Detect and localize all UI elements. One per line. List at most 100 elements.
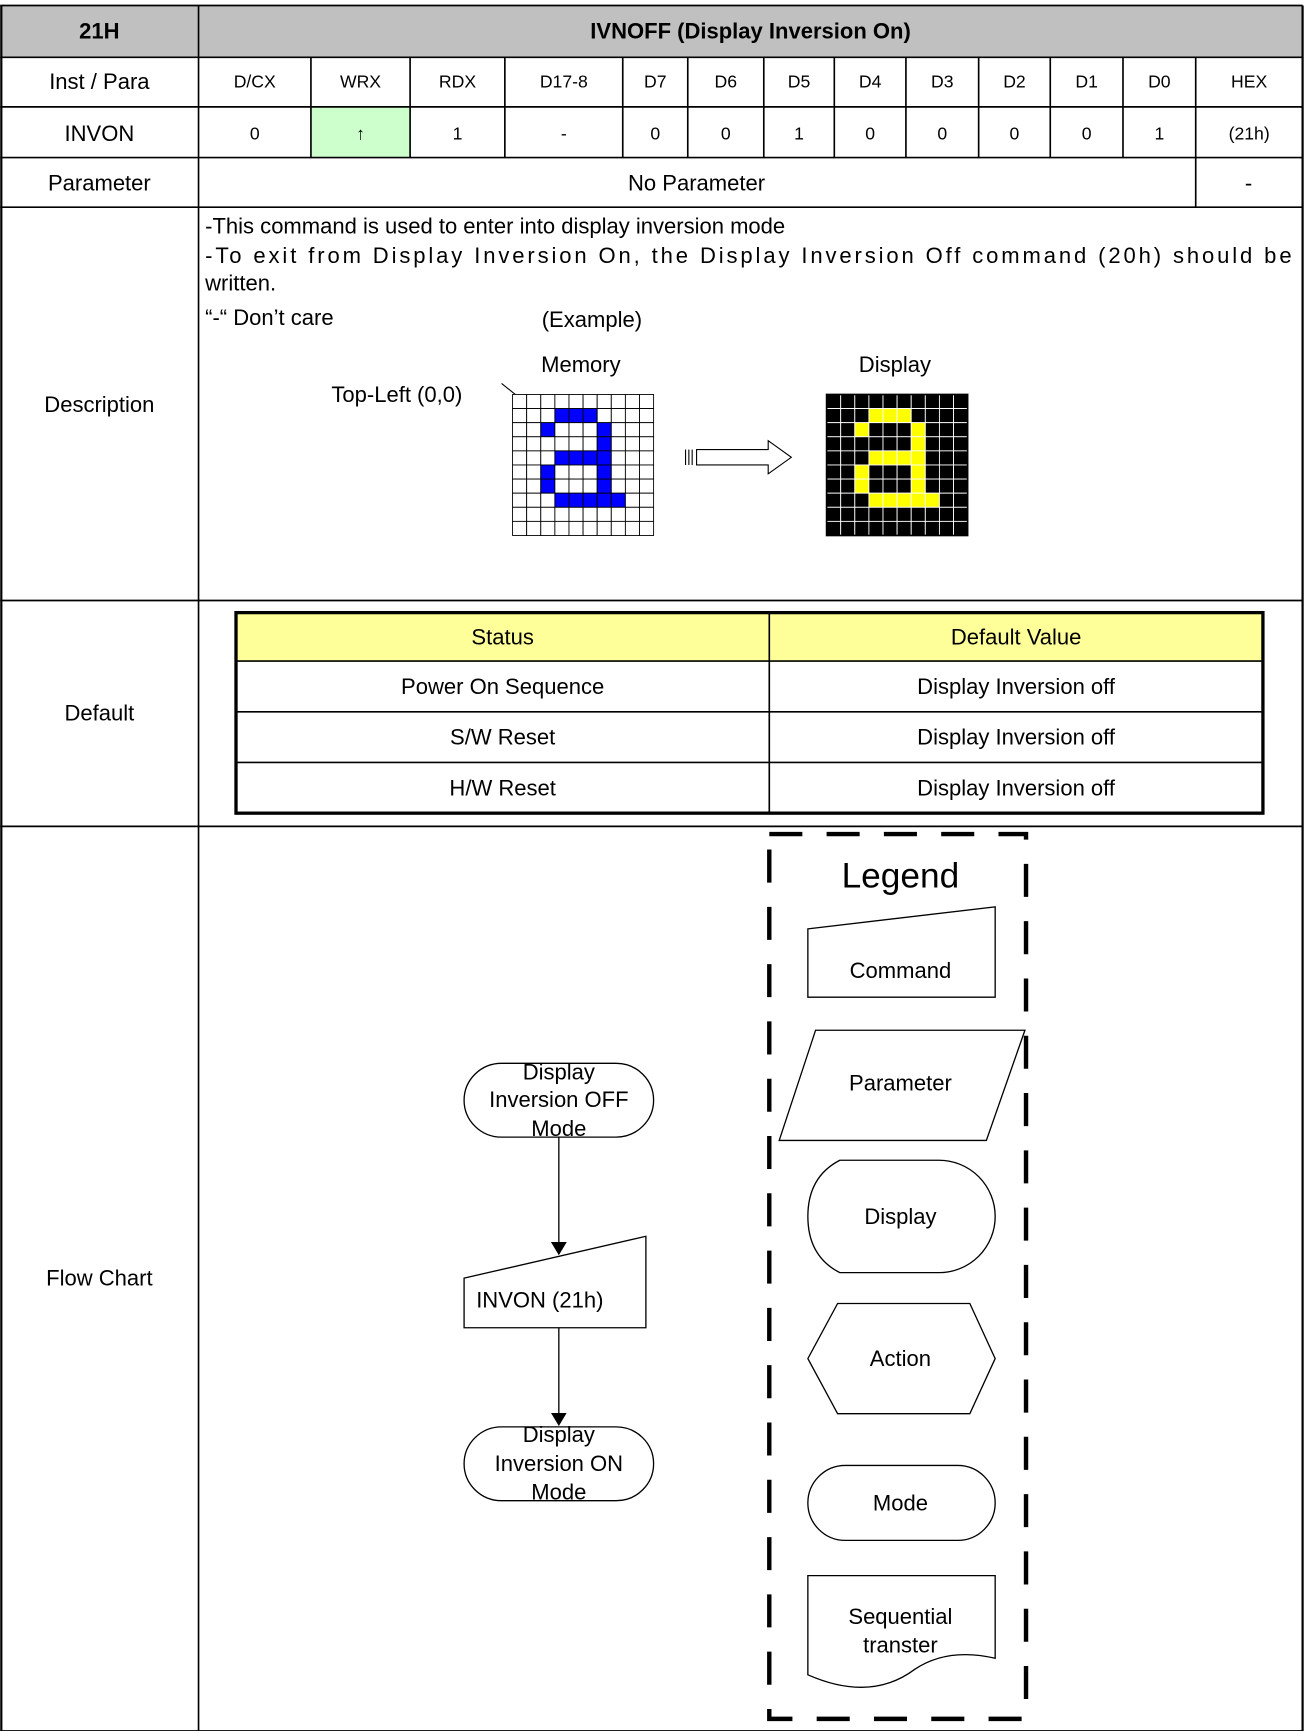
display-pixel — [882, 450, 898, 466]
display-pixel — [910, 520, 926, 536]
display-pixel — [938, 506, 954, 522]
display-pixel — [840, 492, 856, 508]
memory-pixel — [624, 394, 640, 410]
memory-pixel — [554, 492, 570, 508]
display-pixel — [953, 394, 969, 410]
parameter-hex: - — [1245, 170, 1252, 195]
command-cell: 1 — [1154, 123, 1164, 143]
display-pixel — [896, 450, 912, 466]
display-pixel — [882, 408, 898, 424]
display-pixel — [840, 450, 856, 466]
display-pixel — [910, 492, 926, 508]
display-pixel — [910, 394, 926, 410]
display-pixel — [896, 408, 912, 424]
display-pixel — [924, 506, 940, 522]
memory-pixel — [596, 506, 612, 522]
column-label: D/CX — [234, 72, 276, 92]
display-pixel — [826, 492, 842, 508]
display-pixel — [882, 520, 898, 536]
header-title: IVNOFF (Display Inversion On) — [590, 18, 911, 43]
memory-pixel — [624, 408, 640, 424]
description-line: written. — [204, 271, 276, 296]
display-pixel — [910, 436, 926, 452]
display-pixel — [840, 520, 856, 536]
memory-pixel — [526, 436, 542, 452]
display-pixel — [882, 492, 898, 508]
memory-pixel — [540, 408, 556, 424]
display-pixel — [826, 506, 842, 522]
display-pixel — [840, 506, 856, 522]
display-pixel — [868, 464, 884, 480]
display-pixel — [826, 464, 842, 480]
memory-pixel — [540, 464, 556, 480]
display-pixel — [854, 464, 870, 480]
display-pixel — [854, 394, 870, 410]
memory-pixel — [610, 408, 626, 424]
memory-pixel — [526, 422, 542, 438]
description-line: “-“ Don’t care — [205, 305, 333, 330]
legend-text: Command — [850, 958, 952, 983]
memory-pixel — [554, 450, 570, 466]
memory-pixel — [554, 506, 570, 522]
memory-pixel — [582, 422, 598, 438]
parameter-text: No Parameter — [628, 170, 765, 195]
memory-pixel — [512, 478, 528, 494]
memory-pixel — [610, 520, 626, 536]
display-pixel — [924, 520, 940, 536]
node-text: Inversion ON — [495, 1451, 623, 1476]
node-text: Mode — [531, 1116, 586, 1141]
memory-pixel — [540, 422, 556, 438]
display-pixel — [854, 422, 870, 438]
legend-command — [807, 906, 996, 998]
memory-pixel — [540, 478, 556, 494]
memory-pixel — [639, 492, 655, 508]
display-pixel — [896, 520, 912, 536]
memory-pixel — [596, 408, 612, 424]
memory-label: Memory — [541, 352, 621, 377]
display-pixel — [826, 394, 842, 410]
memory-pixel — [582, 408, 598, 424]
command-cell: 0 — [650, 123, 660, 143]
memory-pixel — [582, 492, 598, 508]
memory-pixel — [582, 520, 598, 536]
display-pixel — [910, 506, 926, 522]
memory-pixel — [596, 464, 612, 480]
legend-sequential — [807, 1574, 996, 1688]
default-cell: H/W Reset — [449, 775, 555, 800]
origin-label: Top-Left (0,0) — [331, 382, 462, 407]
grid-frame — [825, 393, 969, 537]
display-pixel — [924, 450, 940, 466]
default-header: Default Value — [951, 624, 1082, 649]
memory-pixel — [568, 408, 584, 424]
column-label: D17-8 — [540, 72, 588, 92]
memory-pixel — [624, 422, 640, 438]
display-pixel — [924, 464, 940, 480]
memory-pixel — [554, 464, 570, 480]
display-pixel — [924, 422, 940, 438]
display-pixel — [953, 506, 969, 522]
default-cell: S/W Reset — [450, 725, 555, 750]
memory-pixel — [610, 478, 626, 494]
memory-pixel — [582, 436, 598, 452]
command-cell: 1 — [794, 123, 804, 143]
description-line: -This command is used to enter into disp… — [205, 213, 785, 238]
memory-pixel — [596, 394, 612, 410]
header-code: 21H — [79, 18, 119, 43]
memory-pixel — [639, 520, 655, 536]
display-pixel — [953, 450, 969, 466]
default-frame — [234, 610, 1265, 815]
column-label: D4 — [859, 72, 882, 92]
memory-pixel — [596, 422, 612, 438]
legend-frame — [767, 831, 1029, 1722]
memory-pixel — [582, 478, 598, 494]
display-pixel — [840, 408, 856, 424]
memory-pixel — [596, 492, 612, 508]
memory-pixel — [526, 450, 542, 466]
node-text: Inversion OFF — [489, 1087, 628, 1112]
memory-pixel — [639, 408, 655, 424]
row-label: Flow Chart — [46, 1266, 152, 1291]
memory-pixel — [526, 478, 542, 494]
display-pixel — [896, 506, 912, 522]
display-pixel — [840, 478, 856, 494]
